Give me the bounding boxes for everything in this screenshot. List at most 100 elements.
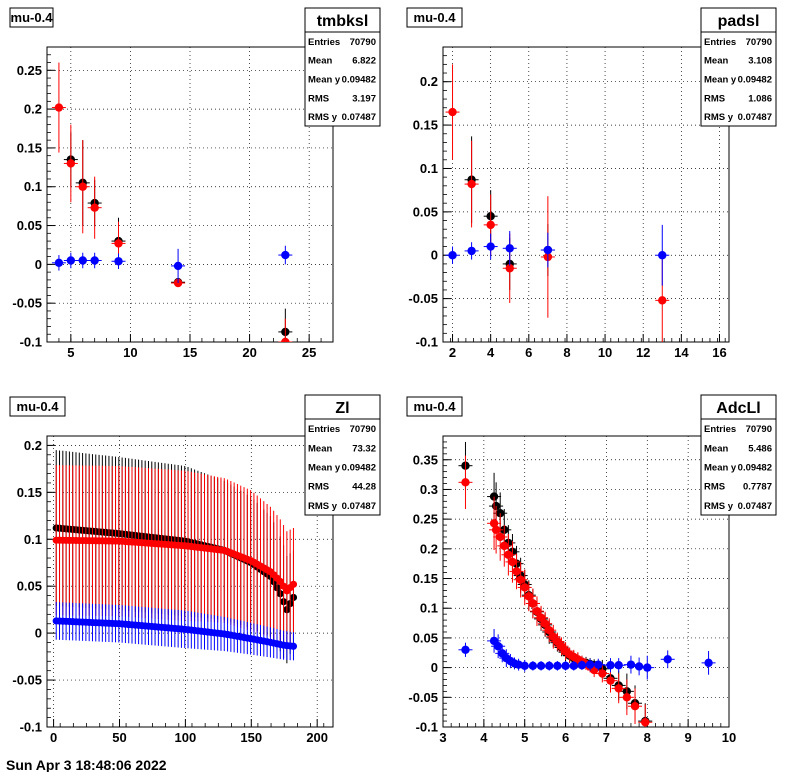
- stats-value: 5.486: [748, 443, 772, 454]
- stats-value: 0.07487: [738, 112, 772, 123]
- stats-label: RMS: [308, 482, 329, 493]
- data-point: [658, 251, 667, 260]
- x-tick-label: 6: [562, 730, 569, 745]
- y-tick-label: 0.15: [413, 118, 438, 133]
- data-point: [505, 264, 514, 273]
- title-box: [9, 7, 54, 28]
- series-blue: [51, 245, 293, 283]
- stats-label: RMS: [704, 482, 725, 493]
- data-point: [491, 525, 501, 535]
- title-box: [9, 396, 66, 417]
- data-point: [500, 541, 509, 551]
- series-red: [52, 465, 298, 651]
- data-point: [536, 613, 546, 622]
- data-point: [553, 661, 562, 671]
- data-point: [630, 702, 640, 711]
- data-point: [90, 203, 99, 212]
- data-point: [569, 661, 578, 671]
- data-point: [493, 642, 503, 651]
- chart-panel-2: 2 4 6 8 10 12 14 16 -0.1 -0.05 0 0.05 0.1 0.15 0.2 mu-0…: [406, 7, 777, 360]
- y-tick-label: -0.05: [408, 291, 438, 306]
- y-tick-label: 0: [431, 248, 438, 263]
- stats-label: Mean: [308, 56, 332, 67]
- y-tick-label: 0.05: [17, 579, 42, 594]
- data-point: [516, 575, 525, 584]
- y-tick-label: 0: [35, 257, 42, 272]
- y-tick-label: 0.35: [413, 452, 438, 467]
- data-point: [504, 550, 513, 559]
- data-point: [663, 655, 672, 664]
- y-tick-label: 0.05: [413, 204, 438, 219]
- data-point: [528, 661, 538, 671]
- x-tick-label: 8: [563, 345, 570, 360]
- y-tick-label: 0.1: [24, 179, 42, 194]
- data-point: [114, 257, 123, 266]
- stats-label: Mean y: [308, 463, 341, 474]
- x-tick-label: 25: [302, 345, 316, 360]
- x-tick-label: 5: [521, 730, 528, 745]
- data-point: [614, 661, 623, 670]
- data-layer: [445, 64, 670, 342]
- chart-panel-1: 5 10 15 20 25 -0.1 -0.05 0 0.05 0.1 0.15 0.2 0.25 mu-…: [9, 7, 381, 360]
- data-point: [658, 296, 667, 305]
- data-point: [78, 256, 87, 265]
- title-box: [406, 7, 463, 28]
- y-tick-label: 0.1: [24, 532, 42, 547]
- x-tick-label: 50: [112, 730, 126, 745]
- chart-title: mu-0.4: [414, 399, 457, 414]
- plot-frame: [46, 435, 334, 728]
- stats-label: Mean: [308, 443, 332, 454]
- data-point: [545, 625, 554, 635]
- stats-label: Mean y: [704, 75, 737, 86]
- data-point: [448, 107, 457, 117]
- y-tick-label: -0.1: [20, 335, 42, 350]
- y-tick-label: 0.25: [17, 63, 42, 78]
- y-tick-label: -0.1: [416, 720, 438, 735]
- x-tick-label: 5: [67, 345, 74, 360]
- data-point: [626, 660, 636, 669]
- x-tick-label: 0: [50, 730, 57, 745]
- data-point: [540, 619, 550, 628]
- data-point: [585, 660, 595, 669]
- stats-value: 70790: [746, 37, 772, 48]
- x-tick-label: 7: [603, 730, 610, 745]
- y-tick-label: 0.2: [420, 541, 438, 556]
- data-point: [614, 684, 623, 693]
- stats-value: 0.09482: [342, 75, 376, 86]
- data-point: [289, 642, 298, 650]
- stats-box: [304, 394, 381, 516]
- stats-box: [700, 7, 777, 127]
- data-point: [606, 661, 615, 670]
- stats-value: 3.108: [748, 56, 772, 67]
- stats-value: 3.197: [352, 93, 376, 104]
- stats-label: RMS: [704, 93, 725, 104]
- footer-timestamp: Sun Apr 3 18:48:06 2022: [6, 757, 167, 772]
- stats-label: Mean y: [308, 75, 341, 86]
- data-point: [641, 718, 650, 727]
- series-blue: [458, 629, 716, 680]
- data-point: [54, 103, 64, 112]
- y-tick-label: 0.15: [17, 485, 42, 500]
- series-black: [458, 441, 653, 727]
- stats-label: RMS y: [704, 112, 734, 123]
- stats-value: 6.822: [352, 56, 376, 67]
- stats-label: Entries: [704, 37, 736, 48]
- stats-name: tmbksl: [317, 13, 369, 30]
- data-point: [173, 261, 183, 271]
- data-point: [545, 661, 554, 671]
- data-point: [66, 256, 76, 265]
- x-tick-label: 16: [712, 345, 726, 360]
- plot-frame: [442, 435, 730, 728]
- stats-label: RMS: [308, 93, 329, 104]
- data-point: [598, 669, 607, 678]
- data-point: [90, 256, 99, 265]
- y-tick-label: 0.1: [420, 601, 438, 616]
- data-point: [561, 661, 570, 671]
- data-point: [461, 645, 470, 654]
- stats-box: [304, 7, 381, 127]
- data-layer: [51, 62, 293, 342]
- stats-name: Zl: [335, 400, 349, 417]
- x-tick-label: 8: [644, 730, 651, 745]
- data-point: [496, 532, 505, 542]
- chart-title: mu-0.4: [17, 399, 60, 414]
